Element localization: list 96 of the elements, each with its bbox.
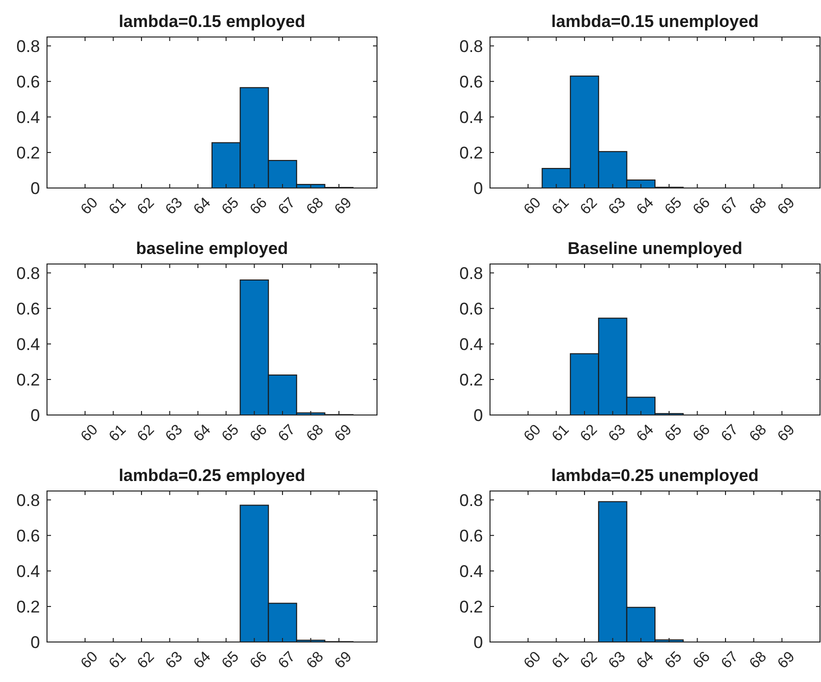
x-tick-label: 61 bbox=[548, 194, 573, 218]
y-tick-label: 0.2 bbox=[459, 597, 483, 616]
x-tick-label: 62 bbox=[576, 421, 601, 446]
y-tick-label: 0 bbox=[474, 178, 483, 198]
x-tick-label: 60 bbox=[520, 648, 544, 672]
x-tick-label: 65 bbox=[218, 194, 242, 218]
chart-title: baseline employed bbox=[136, 239, 288, 258]
y-tick-label: 0.8 bbox=[459, 490, 483, 510]
x-tick-label: 60 bbox=[78, 194, 102, 218]
chart-title: lambda=0.15 employed bbox=[118, 12, 306, 31]
y-tick-label: 0.6 bbox=[16, 526, 40, 546]
x-tick-label: 69 bbox=[331, 648, 356, 672]
x-tick-label: 65 bbox=[218, 648, 242, 672]
x-tick-label: 64 bbox=[633, 648, 658, 672]
x-tick-label: 66 bbox=[246, 648, 271, 672]
x-tick-label: 66 bbox=[690, 421, 714, 446]
chart-title: Baseline unemployed bbox=[568, 239, 742, 258]
x-tick-label: 65 bbox=[662, 421, 686, 446]
x-tick-label: 66 bbox=[690, 194, 714, 218]
x-tick-label: 67 bbox=[718, 421, 742, 446]
x-tick-label: 67 bbox=[274, 421, 299, 446]
x-tick-label: 65 bbox=[662, 648, 686, 672]
x-tick-label: 62 bbox=[134, 194, 158, 218]
x-tick-label: 66 bbox=[690, 648, 714, 672]
y-tick-label: 0.8 bbox=[459, 36, 483, 56]
y-tick-label: 0.4 bbox=[16, 334, 40, 354]
chart-title: lambda=0.25 unemployed bbox=[551, 466, 759, 485]
x-tick-label: 65 bbox=[662, 194, 686, 218]
x-tick-label: 63 bbox=[162, 648, 186, 672]
x-tick-label: 61 bbox=[548, 421, 573, 446]
x-tick-label: 61 bbox=[548, 648, 573, 672]
x-tick-label: 69 bbox=[774, 648, 798, 672]
x-tick-label: 61 bbox=[106, 648, 130, 672]
x-tick-label: 62 bbox=[576, 648, 601, 672]
x-tick-label: 65 bbox=[218, 421, 242, 446]
y-tick-label: 0.2 bbox=[459, 143, 483, 162]
y-tick-label: 0.6 bbox=[16, 72, 40, 92]
x-tick-label: 60 bbox=[78, 648, 102, 672]
x-tick-label: 63 bbox=[162, 194, 186, 218]
y-tick-label: 0.4 bbox=[459, 562, 483, 581]
y-tick-label: 0.2 bbox=[16, 597, 40, 616]
y-tick-label: 0.4 bbox=[16, 562, 40, 581]
x-tick-label: 61 bbox=[106, 194, 130, 218]
y-tick-label: 0.8 bbox=[16, 36, 40, 56]
y-tick-label: 0.6 bbox=[16, 299, 40, 318]
y-tick-label: 0 bbox=[474, 632, 483, 652]
x-tick-label: 61 bbox=[106, 421, 130, 446]
y-tick-label: 0.8 bbox=[459, 264, 483, 283]
x-tick-label: 68 bbox=[303, 648, 327, 672]
x-tick-label: 67 bbox=[274, 194, 299, 218]
y-tick-label: 0.2 bbox=[16, 370, 40, 390]
x-tick-label: 64 bbox=[633, 194, 658, 218]
y-tick-label: 0.2 bbox=[459, 370, 483, 390]
chart-title: lambda=0.25 employed bbox=[118, 466, 306, 485]
x-tick-label: 63 bbox=[605, 648, 629, 672]
y-tick-label: 0 bbox=[30, 178, 40, 198]
x-tick-label: 63 bbox=[162, 421, 186, 446]
x-tick-label: 67 bbox=[718, 648, 742, 672]
y-tick-label: 0.6 bbox=[459, 72, 483, 92]
x-tick-label: 69 bbox=[774, 421, 798, 446]
x-tick-label: 69 bbox=[774, 194, 798, 218]
x-tick-label: 68 bbox=[303, 194, 327, 218]
x-tick-label: 62 bbox=[134, 421, 158, 446]
y-tick-label: 0.4 bbox=[459, 108, 483, 127]
x-tick-label: 66 bbox=[246, 421, 271, 446]
y-tick-label: 0 bbox=[474, 406, 483, 425]
y-tick-label: 0.8 bbox=[16, 490, 40, 510]
y-tick-label: 0.6 bbox=[459, 526, 483, 546]
x-tick-label: 64 bbox=[633, 421, 658, 446]
y-tick-label: 0.6 bbox=[459, 299, 483, 318]
x-tick-label: 62 bbox=[134, 648, 158, 672]
x-tick-label: 62 bbox=[576, 194, 601, 218]
y-tick-label: 0 bbox=[30, 406, 40, 425]
x-tick-label: 64 bbox=[190, 421, 214, 446]
chart-title: lambda=0.15 unemployed bbox=[551, 12, 759, 31]
y-tick-label: 0.4 bbox=[16, 108, 40, 127]
x-tick-label: 68 bbox=[746, 421, 770, 446]
x-tick-label: 60 bbox=[78, 421, 102, 446]
x-tick-label: 66 bbox=[246, 194, 271, 218]
x-tick-label: 60 bbox=[520, 194, 544, 218]
x-tick-label: 68 bbox=[746, 194, 770, 218]
y-tick-label: 0.8 bbox=[16, 264, 40, 283]
y-tick-label: 0.4 bbox=[459, 334, 483, 354]
x-tick-label: 63 bbox=[605, 421, 629, 446]
x-tick-label: 68 bbox=[303, 421, 327, 446]
x-tick-label: 64 bbox=[190, 194, 214, 218]
x-tick-label: 68 bbox=[746, 648, 770, 672]
x-tick-label: 63 bbox=[605, 194, 629, 218]
x-tick-label: 69 bbox=[331, 421, 356, 446]
x-tick-label: 69 bbox=[331, 194, 356, 218]
y-tick-label: 0 bbox=[30, 632, 40, 652]
y-tick-label: 0.2 bbox=[16, 143, 40, 162]
x-tick-label: 67 bbox=[718, 194, 742, 218]
x-tick-label: 67 bbox=[274, 648, 299, 672]
x-tick-label: 64 bbox=[190, 648, 214, 672]
x-tick-label: 60 bbox=[520, 421, 544, 446]
